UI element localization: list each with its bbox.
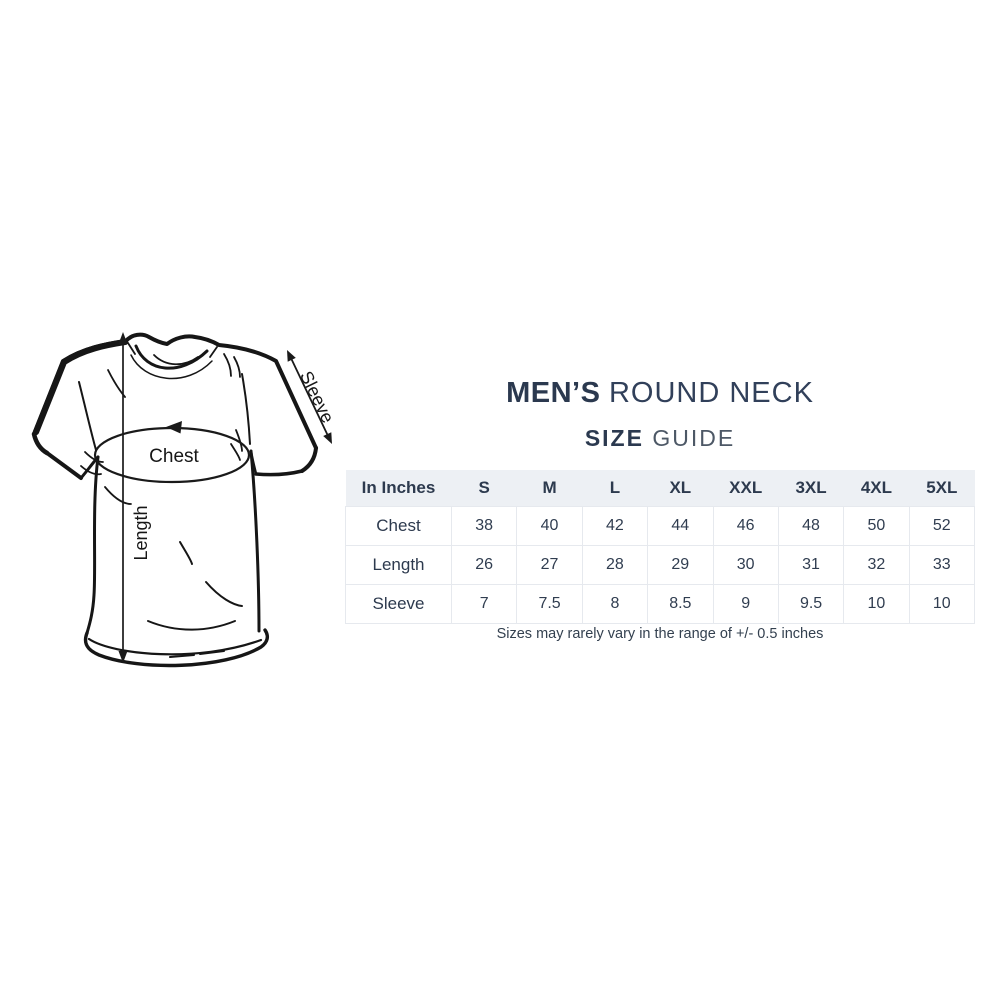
- size-value-cell: 29: [647, 545, 714, 585]
- tshirt-measurement-diagram: Length Chest Sleeve: [28, 330, 348, 670]
- size-table-header: In Inches S M L XL XXL 3XL 4XL 5XL: [345, 470, 975, 507]
- length-label: Length: [131, 505, 151, 560]
- page-subtitle-bold: SIZE: [584, 425, 644, 451]
- size-variation-note: Sizes may rarely vary in the range of +/…: [496, 626, 824, 642]
- chest-ellipse: Chest: [93, 421, 251, 484]
- size-value-cell: 7: [450, 584, 518, 624]
- chest-label: Chest: [149, 446, 199, 467]
- sleeve-arrowhead-bottom: [323, 432, 332, 444]
- size-column-header: 4XL: [843, 470, 910, 507]
- size-value-cell: 46: [712, 506, 779, 546]
- size-column-header: In Inches: [345, 470, 452, 507]
- page-title: MEN’S ROUND NECK: [345, 377, 975, 409]
- size-value-cell: 52: [908, 506, 976, 546]
- size-column-header: S: [451, 470, 517, 507]
- measurement-row-label: Length: [345, 545, 452, 585]
- size-column-header: L: [582, 470, 648, 507]
- size-column-header: XL: [647, 470, 713, 507]
- table-row-sleeve: Sleeve 7 7.5 8 8.5 9 9.5 10 10: [345, 584, 976, 624]
- size-value-cell: 8.5: [647, 584, 714, 624]
- size-value-cell: 38: [450, 506, 518, 546]
- chest-arrowhead: [166, 421, 182, 434]
- page-title-light: ROUND NECK: [608, 377, 814, 409]
- size-value-cell: 33: [908, 545, 976, 585]
- size-value-cell: 26: [450, 545, 518, 585]
- page-title-bold: MEN’S: [506, 377, 601, 409]
- size-column-header: XXL: [713, 470, 779, 507]
- size-value-cell: 8: [581, 584, 649, 624]
- size-value-cell: 7.5: [516, 584, 583, 624]
- sleeve-arrowhead-top: [287, 350, 296, 362]
- size-value-cell: 32: [843, 545, 910, 585]
- size-column-header: 5XL: [909, 470, 975, 507]
- size-value-cell: 44: [647, 506, 714, 546]
- table-row-length: Length 26 27 28 29 30 31 32 33: [345, 545, 976, 585]
- length-arrowhead-bottom: [118, 651, 128, 663]
- measurement-row-label: Chest: [345, 506, 452, 546]
- table-row-chest: Chest 38 40 42 44 46 48 50 52: [345, 506, 976, 546]
- size-column-header: 3XL: [778, 470, 844, 507]
- page-subtitle: SIZE GUIDE: [345, 425, 975, 451]
- size-value-cell: 10: [843, 584, 910, 624]
- size-table-header-row: In Inches S M L XL XXL 3XL 4XL 5XL: [345, 470, 975, 507]
- size-value-cell: 50: [843, 506, 910, 546]
- size-table: In Inches S M L XL XXL 3XL 4XL 5XL Chest…: [345, 470, 976, 624]
- length-arrow: Length: [118, 332, 151, 663]
- size-value-cell: 28: [581, 545, 649, 585]
- size-value-cell: 9.5: [777, 584, 845, 624]
- tshirt-outline-icon: [31, 332, 318, 668]
- size-value-cell: 30: [712, 545, 779, 585]
- size-value-cell: 10: [908, 584, 976, 624]
- size-value-cell: 27: [516, 545, 583, 585]
- size-column-header: M: [516, 470, 583, 507]
- length-arrowhead-top: [118, 332, 128, 344]
- size-value-cell: 48: [777, 506, 845, 546]
- size-value-cell: 9: [712, 584, 779, 624]
- tshirt-diagram-svg: Length Chest Sleeve: [31, 332, 338, 668]
- page-subtitle-light: GUIDE: [652, 425, 736, 451]
- size-value-cell: 42: [581, 506, 649, 546]
- size-value-cell: 31: [777, 545, 845, 585]
- size-value-cell: 40: [516, 506, 583, 546]
- measurement-row-label: Sleeve: [345, 584, 452, 624]
